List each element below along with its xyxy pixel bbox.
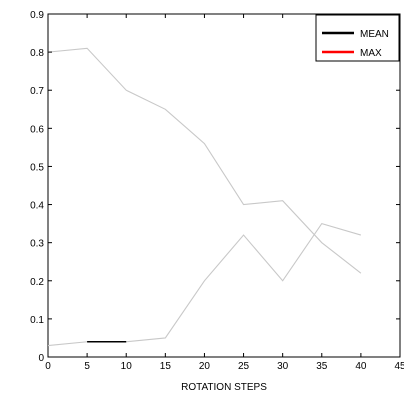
- legend-label-max: MAX: [360, 48, 382, 59]
- x-tick-label: 20: [199, 361, 211, 372]
- x-tick-label: 35: [316, 361, 328, 372]
- y-tick-label: 0.9: [30, 10, 44, 21]
- y-tick-label: 0.1: [30, 315, 44, 326]
- plot-area: [47, 13, 401, 358]
- y-tick-label: 0.5: [30, 162, 44, 173]
- x-tick-label: 40: [355, 361, 367, 372]
- y-tick-label: 0.7: [30, 86, 44, 97]
- x-tick-label: 30: [277, 361, 289, 372]
- legend-label-mean: MEAN: [360, 29, 389, 40]
- x-tick-label: 25: [238, 361, 250, 372]
- x-tick-label: 5: [84, 361, 90, 372]
- y-tick-label: 0.8: [30, 48, 44, 59]
- x-tick-label: 45: [394, 361, 404, 372]
- tick-layer: 0 5 10 15 20 25 30 35 40 45 0 0.1 0.2 0.3 0.4 0.5 0.6 0.7…: [30, 10, 404, 372]
- y-tick-label: 0.2: [30, 277, 44, 288]
- x-tick-label: 15: [160, 361, 172, 372]
- y-tick-label: 0.6: [30, 124, 44, 135]
- x-tick-label: 10: [121, 361, 133, 372]
- series-layer: [47, 47, 362, 347]
- y-tick-label: 0.3: [30, 239, 44, 250]
- legend-box: [315, 14, 400, 62]
- y-tick-label: 0.4: [30, 201, 44, 212]
- y-tick-label: 0: [38, 353, 44, 364]
- legend: MEAN MAX: [315, 14, 400, 62]
- x-tick-label: 0: [45, 361, 51, 372]
- x-axis-title: ROTATION STEPS: [181, 382, 267, 393]
